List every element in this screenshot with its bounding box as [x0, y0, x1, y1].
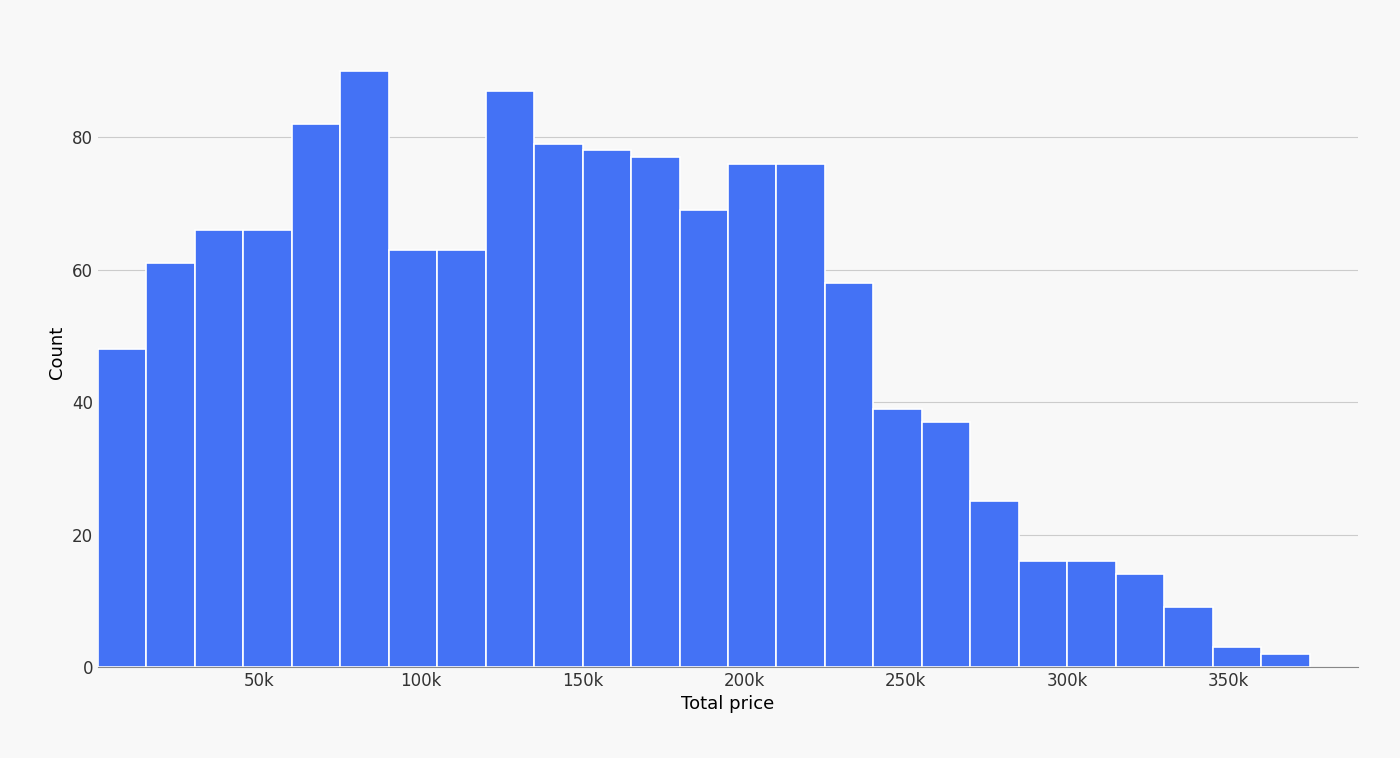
Bar	[1067, 561, 1116, 667]
Bar	[244, 230, 291, 667]
Bar	[535, 144, 582, 667]
Bar	[874, 409, 921, 667]
Bar	[970, 502, 1019, 667]
Bar	[98, 349, 147, 667]
Bar	[389, 250, 437, 667]
Bar	[631, 157, 679, 667]
Bar	[582, 151, 631, 667]
Bar	[1116, 575, 1165, 667]
Bar	[777, 164, 825, 667]
Bar	[1212, 647, 1261, 667]
Bar	[679, 210, 728, 667]
Bar	[1261, 654, 1309, 667]
Bar	[486, 91, 535, 667]
Bar	[1019, 561, 1067, 667]
X-axis label: Total price: Total price	[682, 695, 774, 713]
Bar	[291, 124, 340, 667]
Y-axis label: Count: Count	[49, 326, 66, 379]
Bar	[437, 250, 486, 667]
Bar	[195, 230, 244, 667]
Bar	[1165, 607, 1212, 667]
Bar	[825, 283, 874, 667]
Bar	[147, 263, 195, 667]
Bar	[340, 71, 389, 667]
Bar	[728, 164, 777, 667]
Bar	[921, 422, 970, 667]
